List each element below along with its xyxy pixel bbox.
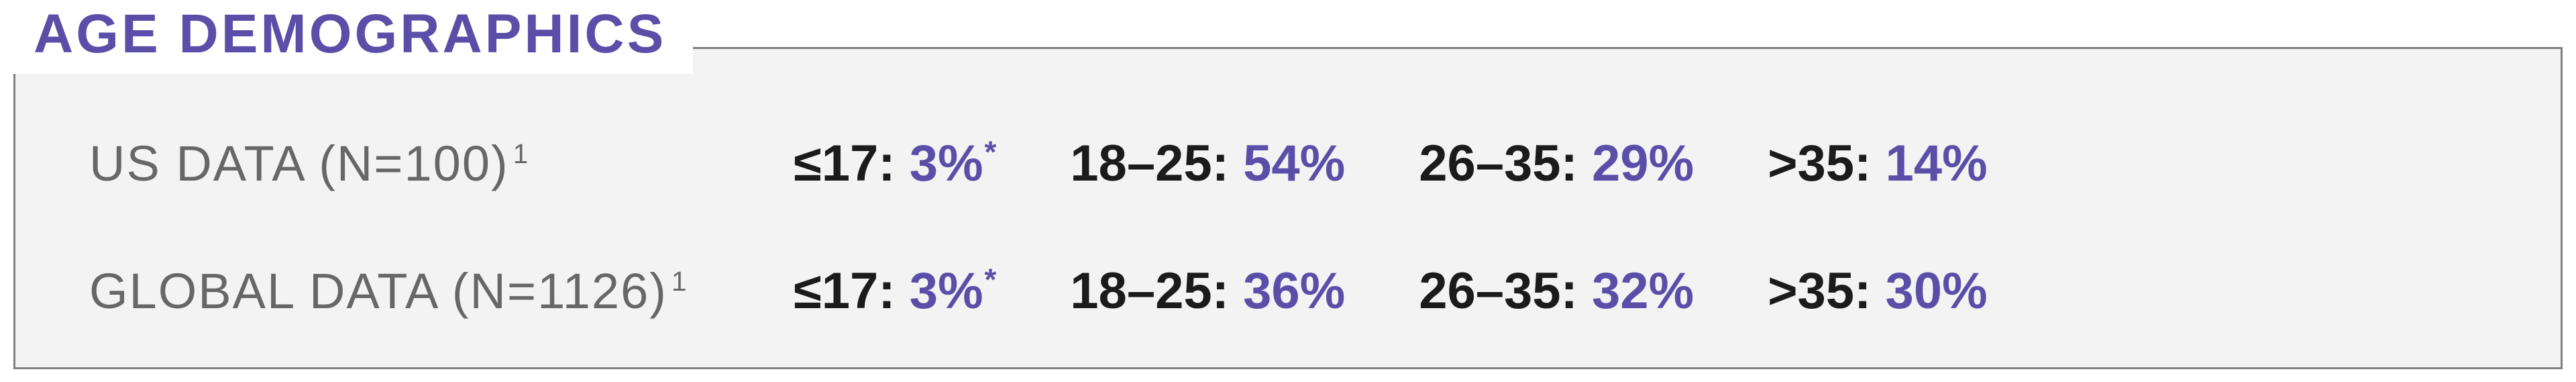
bucket-value: 32%: [1592, 262, 1694, 320]
row-label-us: US DATA (N=100)1: [89, 135, 794, 192]
bucket-range: 26–35:: [1419, 135, 1578, 192]
bucket-value: 3%: [910, 262, 983, 320]
asterisk-icon: *: [985, 135, 997, 169]
bucket-range: >35:: [1768, 262, 1871, 320]
row-label-global: GLOBAL DATA (N=1126)1: [89, 262, 794, 320]
bucket: ≤17: 3%*: [794, 262, 996, 320]
row-us: US DATA (N=100)1 ≤17: 3%* 18–25: 54%* 26…: [89, 123, 2520, 203]
row-us-buckets: ≤17: 3%* 18–25: 54%* 26–35: 29%* >35: 14…: [794, 134, 1988, 193]
bucket-value: 14%: [1885, 135, 1987, 192]
bucket-range: ≤17:: [794, 135, 896, 192]
bucket-range: 18–25:: [1070, 262, 1229, 320]
bucket-range: ≤17:: [794, 262, 896, 320]
bucket-range: 18–25:: [1070, 135, 1229, 192]
asterisk-icon: *: [985, 262, 997, 297]
bucket: 26–35: 32%*: [1419, 262, 1694, 320]
bucket-value: 54%: [1243, 135, 1345, 192]
bucket: 18–25: 54%*: [1070, 134, 1345, 193]
row-label-footnote: 1: [513, 138, 530, 169]
row-label-footnote: 1: [672, 266, 688, 297]
demographics-panel: US DATA (N=100)1 ≤17: 3%* 18–25: 54%* 26…: [13, 47, 2563, 369]
bucket: ≤17: 3%*: [794, 134, 996, 193]
bucket: >35: 30%*: [1768, 262, 1987, 320]
section-title: AGE DEMOGRAPHICS: [13, 0, 693, 74]
row-global-buckets: ≤17: 3%* 18–25: 36%* 26–35: 32%* >35: 30…: [794, 262, 1988, 320]
row-label-text: GLOBAL DATA (N=1126): [89, 263, 667, 319]
row-global: GLOBAL DATA (N=1126)1 ≤17: 3%* 18–25: 36…: [89, 250, 2520, 331]
bucket-range: 26–35:: [1419, 262, 1578, 320]
bucket: 26–35: 29%*: [1419, 134, 1694, 193]
row-label-text: US DATA (N=100): [89, 136, 509, 191]
bucket-value: 3%: [910, 135, 983, 192]
bucket-value: 36%: [1243, 262, 1345, 320]
bucket: >35: 14%*: [1768, 134, 1987, 193]
bucket-range: >35:: [1768, 135, 1871, 192]
bucket: 18–25: 36%*: [1070, 262, 1345, 320]
bucket-value: 30%: [1885, 262, 1987, 320]
bucket-value: 29%: [1592, 135, 1694, 192]
